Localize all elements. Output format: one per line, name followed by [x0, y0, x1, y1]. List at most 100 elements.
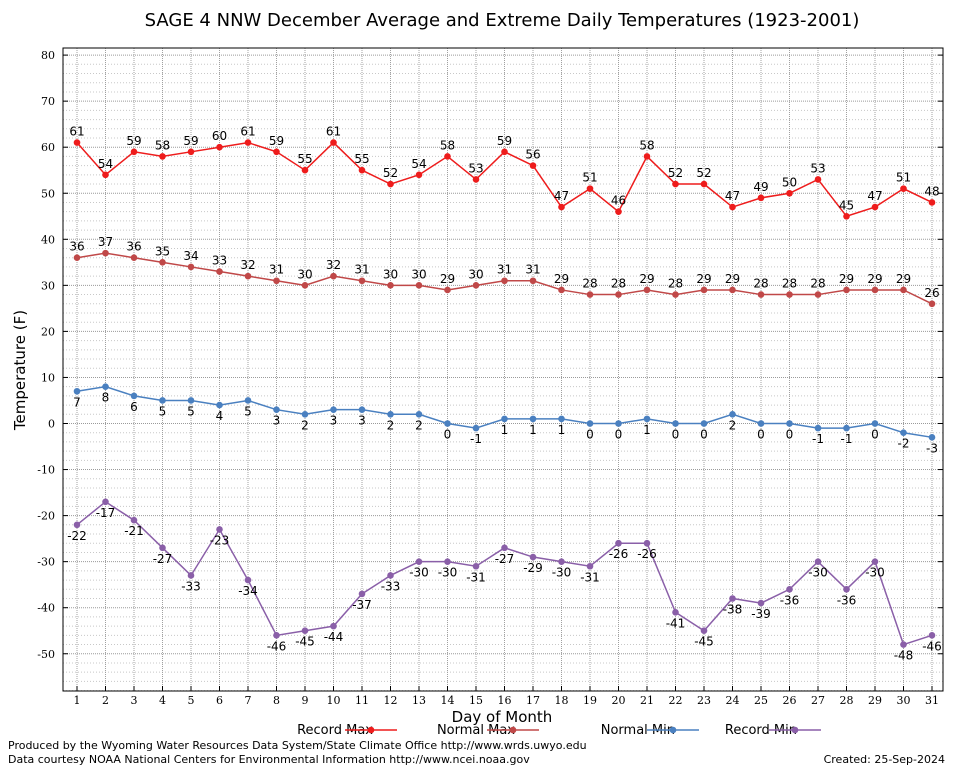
data-label-normal-max: 31	[525, 263, 540, 277]
data-point-normal-min	[444, 420, 451, 427]
data-label-record-max: 51	[896, 171, 911, 185]
data-point-record-max	[529, 162, 537, 169]
data-point-normal-max	[757, 291, 765, 298]
data-point-normal-min	[130, 392, 138, 400]
data-label-record-max: 58	[639, 138, 654, 152]
data-label-normal-min: -2	[898, 437, 910, 451]
data-label-record-min: -27	[495, 552, 515, 566]
data-point-normal-min	[301, 410, 309, 418]
x-tick-label: 15	[469, 694, 483, 707]
data-point-record-min	[529, 553, 537, 561]
data-point-record-min	[786, 585, 793, 593]
data-label-record-min: -41	[666, 616, 686, 630]
y-tick-label: -40	[37, 602, 55, 615]
data-label-normal-min: 0	[786, 428, 794, 442]
data-label-record-max: 52	[383, 166, 398, 180]
data-label-record-max: 52	[668, 166, 683, 180]
data-label-normal-max: 28	[582, 277, 597, 291]
data-label-record-max: 54	[411, 157, 426, 171]
data-label-record-min: -30	[865, 566, 885, 580]
data-label-record-min: -33	[381, 579, 401, 593]
data-point-normal-min	[102, 383, 109, 390]
data-point-normal-min	[358, 406, 366, 413]
plot-frame	[62, 47, 944, 692]
series-record-min: -22-17-21-27-33-23-34-46 -45 -44-37-33-30-…	[67, 498, 942, 663]
data-point-record-max	[444, 153, 451, 160]
x-tick-label: 26	[783, 694, 797, 707]
legend-label-record-max: Record Max	[297, 723, 373, 738]
grid	[63, 48, 943, 692]
data-point-normal-max	[786, 291, 793, 298]
data-label-normal-max: 30	[297, 267, 312, 281]
data-label-normal-max: 31	[497, 263, 512, 277]
data-label-record-min: -44	[324, 630, 344, 644]
data-label-record-max: 51	[582, 171, 597, 185]
y-tick-label: 50	[41, 187, 55, 200]
x-tick-label: 31	[925, 694, 939, 707]
data-label-record-max: 59	[497, 134, 512, 148]
data-label-normal-min: 1	[558, 423, 566, 437]
data-point-record-min	[700, 627, 708, 635]
data-point-normal-min	[187, 397, 195, 404]
data-point-record-min	[130, 516, 138, 524]
data-point-normal-max	[330, 272, 337, 280]
data-label-normal-max: 29	[639, 272, 654, 286]
data-point-record-min	[102, 498, 109, 506]
data-point-record-min	[814, 558, 822, 565]
data-label-normal-max: 30	[411, 267, 426, 281]
data-label-normal-min: 1	[501, 423, 509, 437]
data-point-normal-min	[900, 429, 907, 437]
data-label-record-max: 52	[696, 166, 711, 180]
data-point-normal-min	[586, 420, 594, 427]
data-point-record-min	[672, 609, 679, 616]
x-tick-label: 23	[697, 694, 711, 707]
data-label-record-max: 58	[440, 138, 455, 152]
data-point-record-min	[729, 595, 736, 602]
footer-data-source-line: Data courtesy NOAA National Centers for …	[8, 753, 530, 766]
data-label-record-min: -33	[181, 579, 201, 593]
y-tick-label: -30	[37, 556, 55, 569]
data-label-record-max: 48	[924, 184, 939, 198]
y-tick-label: -10	[37, 464, 55, 477]
legend-marker-normal-min	[669, 726, 677, 734]
data-label-record-min: -30	[409, 566, 429, 580]
data-point-record-min	[501, 544, 508, 552]
data-label-normal-min: 8	[102, 391, 110, 405]
data-point-record-max	[700, 180, 708, 188]
data-label-normal-min: 3	[273, 414, 281, 428]
data-point-record-min	[757, 599, 765, 607]
data-label-normal-max: 29	[696, 272, 711, 286]
x-tick-label: 28	[840, 694, 854, 707]
data-label-normal-max: 30	[468, 267, 483, 281]
footer-created-date: Created: 25-Sep-2024	[824, 753, 945, 766]
data-point-record-max	[244, 139, 252, 146]
data-point-normal-max	[900, 286, 907, 294]
data-label-normal-min: -1	[812, 432, 824, 446]
data-point-normal-min	[159, 397, 166, 404]
x-tick-label: 17	[526, 694, 540, 707]
data-label-normal-max: 28	[782, 277, 797, 291]
data-point-record-max	[900, 185, 907, 192]
data-point-record-max	[643, 153, 651, 160]
data-point-record-max	[871, 203, 879, 211]
data-point-record-min	[643, 539, 651, 547]
data-label-record-min: -46	[922, 639, 942, 653]
data-label-record-max: 47	[554, 189, 569, 203]
data-label-record-max: 53	[810, 161, 825, 175]
data-point-normal-min	[786, 420, 793, 427]
data-label-record-min: -30	[808, 566, 828, 580]
data-point-normal-min	[216, 401, 223, 409]
x-axis-ticks: 1 2 3 4 5 6 7 8 9 10 11 12 13 14 15 16 17 18 19 20 21 22 23 24 2…	[74, 686, 939, 707]
data-label-normal-min: 4	[216, 409, 224, 423]
data-point-record-min	[615, 539, 622, 547]
data-point-record-max	[928, 199, 936, 206]
data-point-record-min	[216, 526, 223, 533]
data-point-record-max	[102, 171, 109, 179]
data-label-normal-min: 0	[615, 428, 623, 442]
data-label-normal-max: 29	[725, 272, 740, 286]
data-point-record-max	[130, 148, 138, 156]
y-tick-label: 80	[41, 49, 55, 62]
data-label-normal-max: 32	[326, 258, 341, 272]
data-label-record-min: -36	[837, 593, 857, 607]
